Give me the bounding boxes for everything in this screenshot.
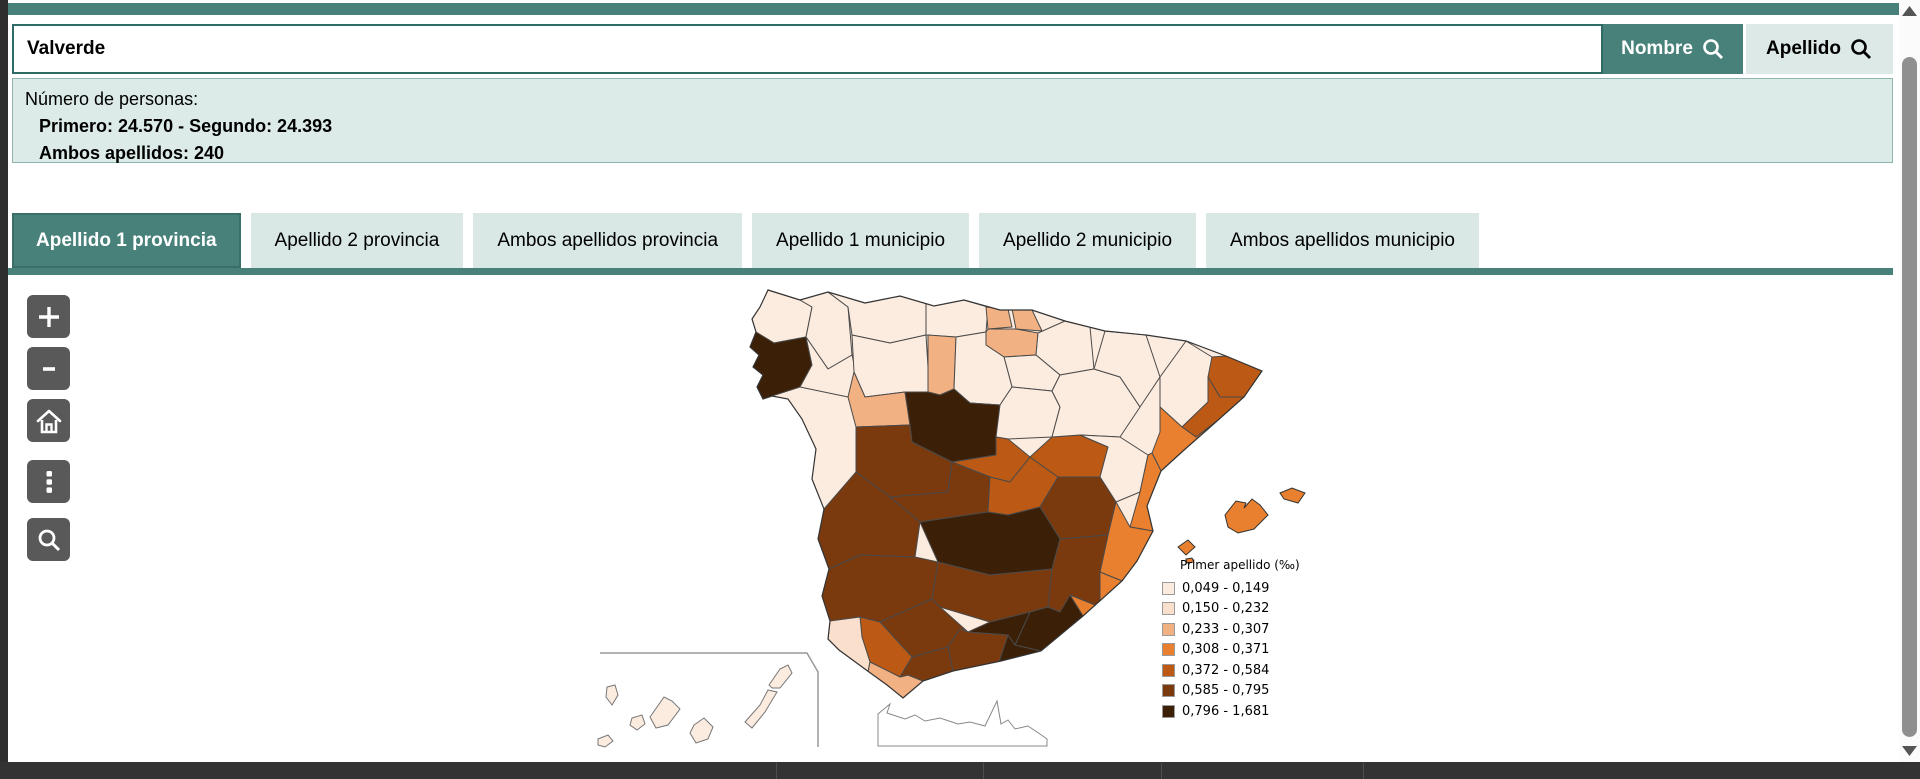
legend-range-label: 0,233 - 0,307 — [1182, 621, 1270, 637]
legend-range-label: 0,308 - 0,371 — [1182, 642, 1270, 658]
footer-separator — [776, 763, 777, 779]
search-icon — [1703, 39, 1723, 59]
zoom-out-button[interactable] — [27, 347, 70, 390]
legend-range-label: 0,049 - 0,149 — [1182, 580, 1270, 596]
legend-row: 0,233 - 0,307 — [1162, 619, 1300, 640]
zoom-in-button[interactable] — [27, 295, 70, 338]
home-icon — [36, 409, 61, 433]
footer-separator — [1161, 763, 1162, 779]
tab-apellido-1-provincia[interactable]: Apellido 1 provincia — [12, 213, 241, 268]
legend-row: 0,796 - 1,681 — [1162, 701, 1300, 722]
legend-range-label: 0,150 - 0,232 — [1182, 601, 1270, 617]
minus-icon — [42, 366, 55, 371]
canary-inset-frame — [600, 652, 819, 747]
tab-apellido-2-municipio[interactable]: Apellido 2 municipio — [979, 213, 1197, 268]
spain-choropleth-map[interactable] — [560, 277, 1370, 762]
magnifier-icon — [38, 529, 60, 551]
legend-swatch — [1162, 643, 1175, 657]
first-second-surname-counts: Primero: 24.570 - Segundo: 24.393 — [39, 116, 333, 136]
legend-row: 0,372 - 0,584 — [1162, 660, 1300, 681]
tabs-underline — [8, 268, 1893, 275]
legend-swatch — [1162, 704, 1175, 718]
plus-icon — [38, 306, 59, 327]
home-extent-button[interactable] — [27, 399, 70, 442]
balearic-islands[interactable] — [1177, 487, 1306, 564]
scroll-up-arrow[interactable] — [1901, 4, 1918, 18]
apellido-button-label: Apellido — [1766, 38, 1841, 59]
legend-row: 0,308 - 0,371 — [1162, 640, 1300, 661]
legend-swatch — [1162, 663, 1175, 677]
canary-islands[interactable] — [597, 664, 793, 748]
person-count-panel: Número de personas: Primero: 24.570 - Se… — [12, 78, 1893, 163]
footer-separator — [1363, 763, 1364, 779]
tab-ambos-apellidos-provincia[interactable]: Ambos apellidos provincia — [473, 213, 743, 268]
both-surnames-count: Ambos apellidos: 240 — [39, 143, 225, 163]
tab-apellido-1-municipio[interactable]: Apellido 1 municipio — [752, 213, 970, 268]
legend-swatch — [1162, 602, 1175, 616]
search-input[interactable] — [12, 24, 1603, 74]
nombre-button-label: Nombre — [1621, 38, 1693, 59]
window-left-edge — [0, 0, 8, 779]
legend-range-label: 0,372 - 0,584 — [1182, 662, 1270, 678]
search-by-surname-button[interactable]: Apellido — [1746, 24, 1893, 74]
legend-title: Primer apellido (‰) — [1180, 558, 1300, 572]
search-area-button[interactable] — [27, 518, 70, 561]
more-options-button[interactable] — [27, 460, 70, 503]
scrollbar-thumb[interactable] — [1902, 57, 1917, 737]
legend-range-label: 0,796 - 1,681 — [1182, 703, 1270, 719]
bottom-dark-bar — [0, 762, 1920, 779]
footer-separator — [983, 763, 984, 779]
legend-range-label: 0,585 - 0,795 — [1182, 683, 1270, 699]
africa-coast-outline — [877, 699, 1048, 747]
legend-row: 0,049 - 0,149 — [1162, 578, 1300, 599]
legend-row: 0,150 - 0,232 — [1162, 599, 1300, 620]
legend-swatch — [1162, 684, 1175, 698]
legend-swatch — [1162, 581, 1175, 595]
search-by-name-button[interactable]: Nombre — [1603, 24, 1743, 74]
map-legend: Primer apellido (‰) 0,049 - 0,149 0,150 -… — [1162, 558, 1300, 722]
scroll-down-arrow[interactable] — [1901, 744, 1918, 758]
search-icon — [1851, 39, 1871, 59]
tab-apellido-2-provincia[interactable]: Apellido 2 provincia — [250, 213, 464, 268]
legend-row: 0,585 - 0,795 — [1162, 681, 1300, 702]
vertical-dots-icon — [46, 470, 52, 493]
person-count-heading: Número de personas: — [25, 89, 199, 109]
legend-swatch — [1162, 622, 1175, 636]
spain-coastline — [749, 289, 1263, 699]
map-tabs: Apellido 1 provincia Apellido 2 provincia… — [12, 213, 1479, 268]
app-top-bar — [8, 3, 1899, 15]
tab-ambos-apellidos-municipio[interactable]: Ambos apellidos municipio — [1206, 213, 1479, 268]
